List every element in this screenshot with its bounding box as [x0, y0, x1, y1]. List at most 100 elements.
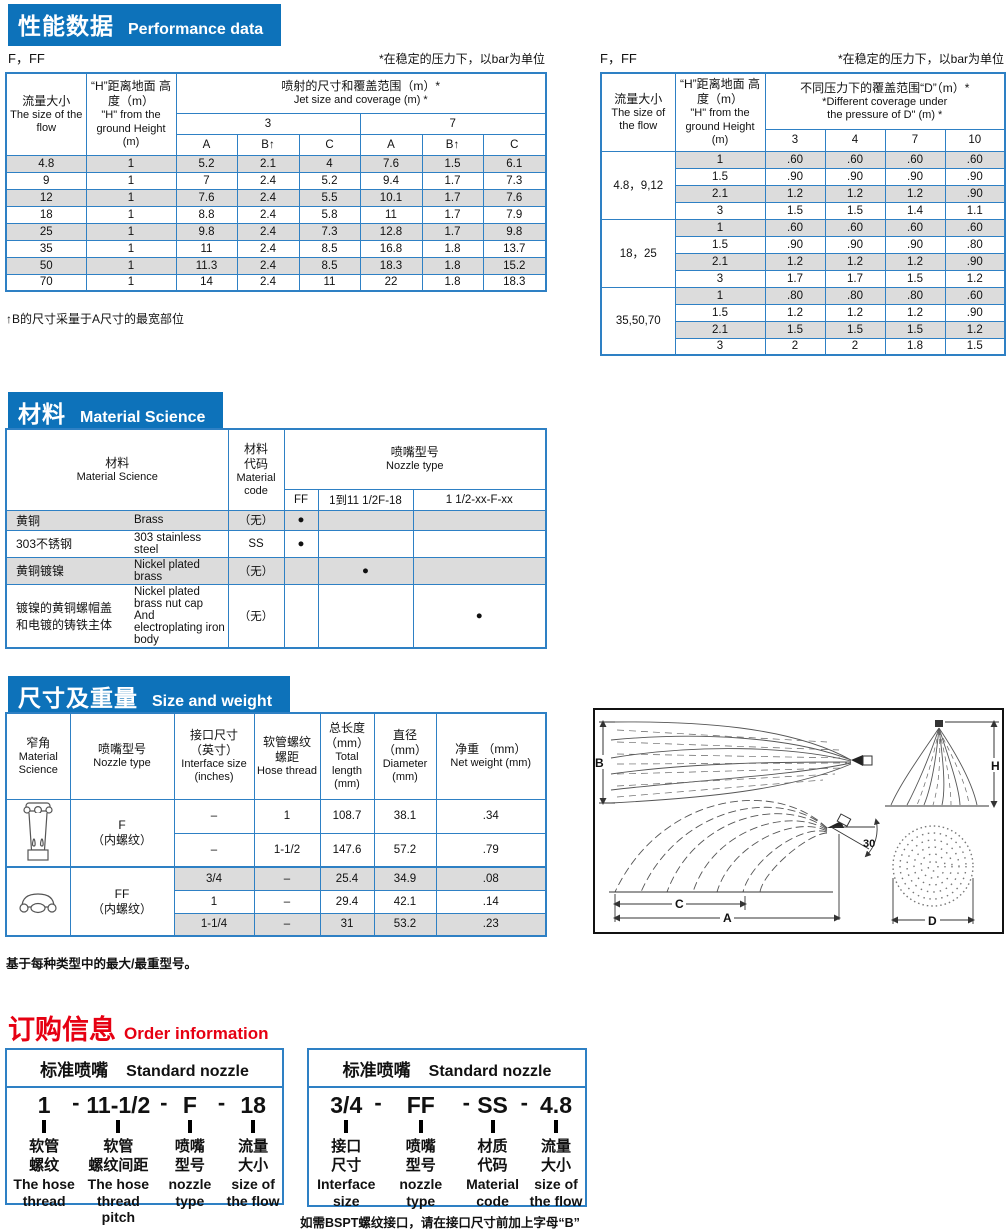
table-row: 1.5.90.90.90.80: [601, 235, 1006, 254]
cell: 1.4: [884, 201, 946, 220]
cell: .60: [944, 150, 1006, 169]
cell: 1: [674, 286, 766, 305]
header-pressure-3: 3: [175, 112, 361, 135]
table-row: 9 1 7 2.4 5.2 9.4 1.7 7.3: [5, 171, 547, 190]
connector-tick: [554, 1120, 558, 1134]
cell: 1: [85, 273, 177, 292]
cell: 4.8: [5, 154, 87, 173]
cell: 1.2: [884, 252, 946, 271]
cell: 1.8: [421, 256, 484, 275]
svg-text:30: 30: [863, 838, 875, 850]
cell: 11: [298, 273, 361, 292]
section-title-en: Size and weight: [152, 693, 273, 710]
header-angle: 窄角 Material Science: [5, 712, 71, 800]
material-name-cell: 镀镍的黄铜螺帽盖 和电镀的铸铁主体 Nickel plated brass nut…: [5, 583, 229, 648]
svg-text:H: H: [991, 759, 1000, 773]
header-flow-zh: 流量大小: [22, 93, 71, 108]
performance-table-right: 流量大小 The size of the flow “H”距离地面 高度（m） …: [600, 72, 1006, 356]
table-row: 2.1 1.2 1.2 1.2.90: [601, 252, 1006, 271]
label-zh: 螺纹: [29, 1157, 60, 1175]
cell: 12.8: [359, 222, 423, 241]
label-en: size: [333, 1192, 360, 1209]
cell: 18: [5, 205, 87, 224]
cell: 1: [85, 188, 177, 207]
header-height: “H”距离地面 高度（m） "H" from the ground Height…: [674, 72, 766, 152]
dot-cell: ●: [317, 556, 414, 585]
cell: 5.2: [298, 171, 361, 190]
label-zh: 接口: [331, 1138, 362, 1156]
cell: 2.1: [674, 320, 766, 339]
code-column-nozzle-type: FF 喷嘴 型号 nozzle type: [384, 1092, 459, 1209]
spray-diagram-box: B H: [593, 708, 1004, 934]
cell: 9.8: [175, 222, 238, 241]
header-flow: 流量大小 The size of the flow: [5, 72, 87, 156]
header-flow-en: The size of the flow: [10, 108, 83, 134]
subheader-c: C: [298, 133, 361, 156]
cell: 57.2: [373, 832, 437, 868]
code-part: SS: [477, 1092, 508, 1118]
table-row: 1.5 1.2 1.2 1.2.90: [601, 303, 1006, 322]
cell: 10.1: [359, 188, 423, 207]
cell: 8.5: [298, 256, 361, 275]
cell: 108.7: [319, 798, 375, 834]
subheader-b: B↑: [236, 133, 300, 156]
type-col-fxx: 1 1/2-xx-F-xx: [412, 488, 547, 511]
material-en: 303 stainless steel: [134, 531, 202, 556]
table-row: 3 2 2 1.8 1.5: [601, 337, 1006, 356]
order-section-title: 订购信息 Order information: [8, 1008, 269, 1047]
header-pressure: 4: [824, 128, 886, 152]
header-pressure: 10: [944, 128, 1006, 152]
size-footnote: 基于每种类型中的最大/最重型号。: [6, 957, 197, 971]
order-header-zh: 标准喷嘴: [342, 1061, 411, 1080]
code-dash: -: [72, 1090, 80, 1115]
material-name-cell: 303不锈钢 303 stainless steel: [5, 529, 229, 558]
header-material-zh: 材料: [105, 455, 130, 470]
connector-tick: [251, 1120, 256, 1134]
label-en: type: [175, 1192, 205, 1209]
label-en: the flow: [226, 1192, 280, 1209]
label-zh: 型号: [405, 1157, 436, 1175]
cell: 12: [5, 188, 87, 207]
cell: 5.2: [175, 154, 238, 173]
cell: 1.5: [764, 201, 826, 220]
cell: .60: [884, 150, 946, 169]
ff-nozzle-icon: [19, 892, 57, 913]
cell: .79: [435, 832, 547, 868]
cell: 11.3: [175, 256, 238, 275]
order-title-en: Order information: [124, 1024, 269, 1043]
section-title-en: Material Science: [80, 409, 206, 426]
cell: .60: [944, 286, 1006, 305]
material-name-cell: 黄铜镀镍 Nickel plated brass: [5, 556, 229, 585]
cell: 3: [674, 201, 766, 220]
order-box-standard-nozzle-2: 标准喷嘴 Standard nozzle - - - 3/4 接口 尺寸 Int…: [307, 1048, 587, 1209]
label-en: type: [406, 1192, 436, 1209]
cell: 1.2: [884, 303, 946, 322]
cell: 13.7: [482, 239, 547, 258]
subheader-c: C: [482, 133, 547, 156]
label-en: size of: [534, 1175, 578, 1192]
cell: 29.4: [319, 889, 375, 914]
ff-type-cell: FF （内螺纹）: [69, 866, 175, 937]
cell: 8.8: [175, 205, 238, 224]
table-row: 18，25 1.60.60.60.60: [600, 218, 1006, 288]
table-row: 25 1 9.8 2.4 7.3 12.8 1.7 9.8: [5, 222, 547, 241]
cell: 42.1: [373, 889, 437, 914]
header-jet-en: Jet size and coverage (m) *: [293, 94, 428, 107]
cell: 2: [764, 337, 826, 356]
cell: .60: [824, 218, 886, 237]
header-material: 材料 Material Science: [5, 428, 229, 511]
material-en: Nickel plated brass nut cap And electropl…: [134, 585, 225, 646]
cell: 1.7: [421, 171, 484, 190]
section-banner-material: 材料 Material Science: [8, 392, 224, 434]
cell: .23: [435, 912, 547, 937]
f-type-cell: F （内螺纹）: [69, 798, 175, 868]
cell: 7.6: [482, 188, 547, 207]
subheader-b: B↑: [421, 133, 484, 156]
table-row: 4.8，9,12 1.60.60.60.60: [600, 150, 1006, 220]
spray-pattern-diagram: B H: [595, 720, 1002, 928]
connector-tick: [418, 1120, 423, 1134]
cell: .34: [435, 798, 547, 834]
label-zh: 喷嘴: [405, 1138, 436, 1156]
cell: 1.8: [421, 273, 484, 292]
table-row: FF （内螺纹） 3/4 – 25.4 34.9 .08: [5, 866, 547, 937]
